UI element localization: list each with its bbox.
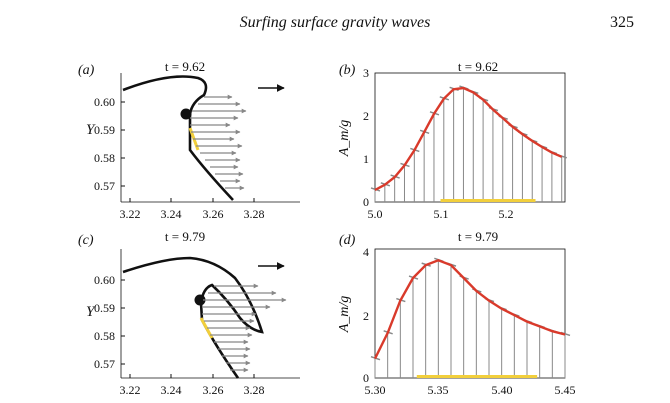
x-tick-label: 3.24 (161, 383, 182, 397)
panel-label: (a) (78, 63, 95, 78)
x-axis: 5.0 5.1 5.2 (368, 207, 514, 221)
x-tick-label: 3.24 (161, 207, 182, 221)
bar-marks (370, 257, 571, 378)
wave-profile (122, 256, 264, 379)
x-tick-label: 5.45 (555, 383, 576, 397)
y-tick-label: 0.59 (94, 123, 115, 137)
x-tick-label: 5.40 (492, 383, 513, 397)
y-tick-label: 0 (363, 195, 369, 209)
panel-a: (a) t = 9.62 Y (78, 59, 300, 221)
panel-time: t = 9.62 (165, 59, 205, 74)
y-axis: 0.57 0.58 0.59 0.60 (94, 249, 125, 378)
wave-profile (122, 75, 234, 201)
plot-frame (374, 72, 566, 203)
y-axis: 0 2 4 (363, 245, 369, 385)
panel-d: (d) t = 9.79 A_m/g 0 2 4 5.30 5.35 5.40 … (337, 229, 576, 397)
x-tick-label: 3.28 (244, 207, 265, 221)
x-tick-label: 5.35 (428, 383, 449, 397)
panel-label: (c) (78, 233, 94, 248)
y-tick-label: 0.59 (94, 301, 115, 315)
y-tick-label: 0 (363, 371, 369, 385)
panel-c: (c) t = 9.79 Y (78, 229, 300, 397)
panel-time: t = 9.79 (165, 229, 205, 244)
y-axis: 0.57 0.58 0.59 0.60 (94, 73, 125, 202)
y-tick-label: 0.57 (94, 357, 115, 371)
panel-label: (b) (339, 63, 356, 78)
surfer-marker (180, 108, 192, 120)
surfer-marker (194, 294, 206, 306)
fit-curve (374, 86, 563, 192)
x-axis: 5.30 5.35 5.40 5.45 (365, 383, 576, 397)
y-axis-label: Y (86, 122, 96, 138)
y-tick-label: 4 (363, 245, 369, 259)
panel-label: (d) (339, 233, 356, 248)
x-tick-label: 5.30 (365, 383, 386, 397)
y-tick-label: 0.58 (94, 329, 115, 343)
y-axis-label: Y (86, 304, 96, 320)
x-tick-label: 5.1 (434, 207, 449, 221)
page-number: 325 (610, 14, 634, 31)
x-tick-label: 3.28 (244, 383, 265, 397)
y-tick-label: 0.57 (94, 179, 115, 193)
y-axis-label: A_m/g (337, 296, 352, 334)
x-tick-label: 3.26 (203, 383, 224, 397)
x-tick-label: 5.2 (499, 207, 514, 221)
x-axis: 3.22 3.24 3.26 3.28 (120, 374, 300, 397)
y-tick-label: 2 (363, 309, 369, 323)
velocity-vectors (190, 94, 247, 191)
y-axis-label: A_m/g (337, 120, 352, 158)
panel-b: (b) t = 9.62 A_m/g 0 1 2 3 5.0 5.1 5.2 (337, 59, 567, 221)
panel-time: t = 9.62 (458, 59, 498, 74)
plot-frame (374, 248, 566, 379)
x-tick-label: 3.22 (120, 383, 141, 397)
bar-marks (370, 85, 567, 202)
y-axis: 0 1 2 3 (363, 66, 369, 209)
panel-time: t = 9.79 (458, 229, 498, 244)
fit-curve (373, 259, 566, 360)
x-axis: 3.22 3.24 3.26 3.28 (120, 198, 300, 221)
y-tick-label: 0.60 (94, 95, 115, 109)
y-tick-label: 2 (363, 109, 369, 123)
running-header-title: Surfing surface gravity waves (239, 14, 431, 31)
x-tick-label: 5.0 (368, 207, 383, 221)
y-tick-label: 1 (363, 152, 369, 166)
x-tick-label: 3.26 (203, 207, 224, 221)
y-tick-label: 0.60 (94, 273, 115, 287)
y-tick-label: 0.58 (94, 151, 115, 165)
y-tick-label: 3 (363, 66, 369, 80)
velocity-vectors (202, 283, 287, 373)
x-tick-label: 3.22 (120, 207, 141, 221)
